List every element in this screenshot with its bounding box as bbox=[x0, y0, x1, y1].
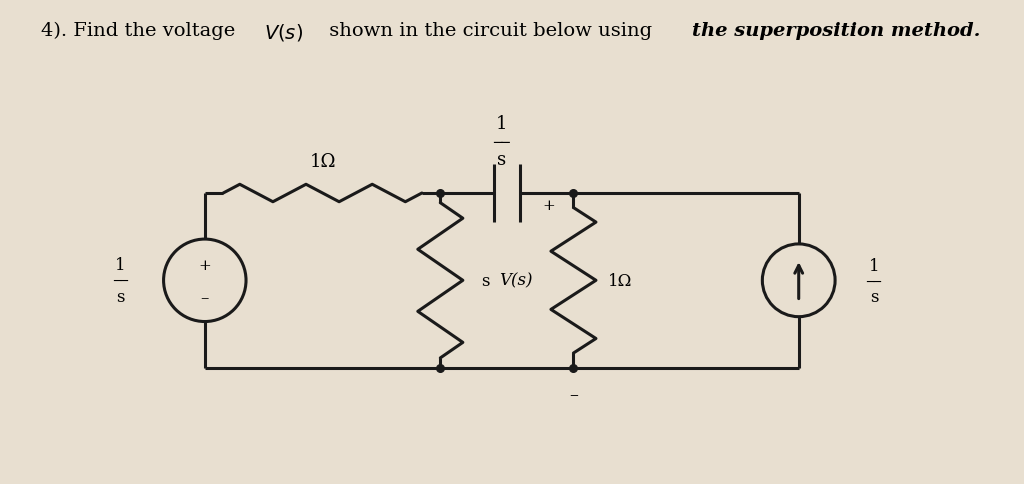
Text: +: + bbox=[199, 258, 211, 272]
Text: s: s bbox=[869, 288, 879, 306]
Text: –: – bbox=[569, 385, 578, 404]
Text: ──: ── bbox=[113, 275, 128, 287]
Text: s: s bbox=[117, 288, 125, 306]
Text: –: – bbox=[201, 289, 209, 306]
Text: ──: ── bbox=[494, 136, 510, 150]
Text: s: s bbox=[498, 151, 506, 169]
Text: ──: ── bbox=[866, 275, 882, 288]
Text: 1: 1 bbox=[116, 257, 126, 274]
Text: shown in the circuit below using: shown in the circuit below using bbox=[323, 22, 658, 40]
Text: +: + bbox=[543, 199, 555, 212]
Text: s: s bbox=[481, 272, 489, 289]
Text: $V(s)$: $V(s)$ bbox=[264, 22, 303, 43]
Text: V(s): V(s) bbox=[499, 272, 532, 289]
Text: 4). Find the voltage: 4). Find the voltage bbox=[41, 22, 242, 40]
Text: 1Ω: 1Ω bbox=[309, 153, 336, 171]
Text: the superposition method.: the superposition method. bbox=[692, 22, 981, 40]
Text: 1: 1 bbox=[868, 257, 880, 275]
Text: 1: 1 bbox=[496, 114, 508, 133]
Text: 1Ω: 1Ω bbox=[608, 272, 633, 289]
